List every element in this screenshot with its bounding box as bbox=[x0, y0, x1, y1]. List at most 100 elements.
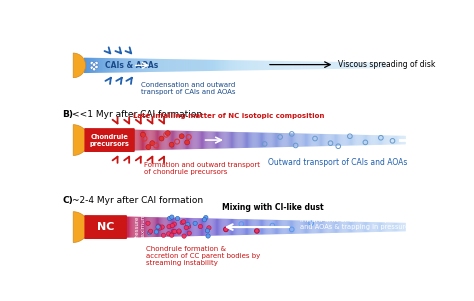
Polygon shape bbox=[176, 59, 177, 72]
Circle shape bbox=[182, 220, 186, 224]
Polygon shape bbox=[303, 61, 304, 70]
Polygon shape bbox=[207, 131, 209, 149]
Polygon shape bbox=[95, 129, 96, 151]
Polygon shape bbox=[336, 221, 337, 233]
Polygon shape bbox=[100, 129, 101, 151]
Text: C): C) bbox=[63, 196, 73, 205]
Polygon shape bbox=[332, 221, 333, 233]
Polygon shape bbox=[353, 222, 354, 232]
Polygon shape bbox=[203, 218, 204, 236]
Polygon shape bbox=[405, 223, 406, 231]
Polygon shape bbox=[265, 220, 266, 234]
Polygon shape bbox=[323, 134, 324, 146]
Polygon shape bbox=[271, 133, 272, 147]
Polygon shape bbox=[118, 216, 119, 238]
Polygon shape bbox=[358, 222, 360, 232]
Polygon shape bbox=[379, 135, 380, 145]
Polygon shape bbox=[350, 62, 351, 69]
Polygon shape bbox=[132, 58, 133, 72]
Polygon shape bbox=[143, 217, 144, 237]
Polygon shape bbox=[395, 223, 396, 231]
Polygon shape bbox=[123, 129, 124, 151]
Polygon shape bbox=[202, 60, 203, 71]
Polygon shape bbox=[194, 218, 196, 236]
Polygon shape bbox=[121, 58, 122, 73]
Polygon shape bbox=[274, 133, 275, 147]
Polygon shape bbox=[381, 222, 382, 232]
Polygon shape bbox=[171, 131, 172, 150]
Polygon shape bbox=[303, 221, 304, 234]
Polygon shape bbox=[87, 58, 88, 73]
Polygon shape bbox=[239, 219, 241, 235]
Polygon shape bbox=[202, 218, 203, 236]
Polygon shape bbox=[88, 216, 90, 238]
Polygon shape bbox=[257, 61, 258, 70]
Polygon shape bbox=[123, 216, 124, 238]
Polygon shape bbox=[373, 135, 374, 145]
Polygon shape bbox=[90, 58, 91, 73]
Polygon shape bbox=[261, 132, 262, 147]
Polygon shape bbox=[224, 60, 225, 71]
Polygon shape bbox=[144, 59, 145, 72]
Polygon shape bbox=[210, 132, 211, 149]
Polygon shape bbox=[262, 132, 263, 147]
Polygon shape bbox=[199, 131, 200, 149]
Polygon shape bbox=[193, 218, 194, 236]
Polygon shape bbox=[120, 129, 121, 151]
Polygon shape bbox=[272, 61, 273, 70]
Polygon shape bbox=[154, 59, 155, 72]
Polygon shape bbox=[272, 133, 273, 147]
Polygon shape bbox=[403, 136, 405, 144]
Polygon shape bbox=[242, 219, 243, 235]
Polygon shape bbox=[198, 218, 199, 236]
Polygon shape bbox=[384, 63, 385, 68]
FancyBboxPatch shape bbox=[84, 215, 127, 239]
Polygon shape bbox=[177, 59, 178, 72]
Polygon shape bbox=[378, 222, 379, 232]
Polygon shape bbox=[392, 135, 393, 144]
Polygon shape bbox=[334, 134, 335, 146]
Polygon shape bbox=[277, 220, 278, 234]
Polygon shape bbox=[391, 222, 392, 232]
Polygon shape bbox=[382, 222, 383, 232]
Polygon shape bbox=[287, 133, 288, 147]
Polygon shape bbox=[214, 132, 215, 149]
Polygon shape bbox=[284, 133, 286, 147]
Polygon shape bbox=[304, 61, 305, 70]
Polygon shape bbox=[336, 134, 337, 146]
Polygon shape bbox=[320, 221, 321, 233]
Polygon shape bbox=[249, 132, 250, 148]
Polygon shape bbox=[348, 222, 349, 233]
Circle shape bbox=[90, 66, 93, 70]
Polygon shape bbox=[135, 130, 136, 150]
Polygon shape bbox=[240, 60, 241, 70]
Polygon shape bbox=[354, 135, 356, 145]
Polygon shape bbox=[289, 133, 290, 147]
Polygon shape bbox=[275, 133, 276, 147]
Polygon shape bbox=[231, 219, 232, 235]
Polygon shape bbox=[311, 221, 312, 234]
Polygon shape bbox=[144, 217, 145, 237]
Polygon shape bbox=[394, 222, 395, 231]
Circle shape bbox=[167, 225, 171, 229]
Polygon shape bbox=[249, 61, 250, 70]
Polygon shape bbox=[103, 216, 104, 238]
Circle shape bbox=[92, 63, 96, 66]
Polygon shape bbox=[307, 221, 308, 234]
Polygon shape bbox=[157, 130, 158, 150]
Polygon shape bbox=[86, 58, 87, 73]
Circle shape bbox=[166, 232, 171, 236]
Polygon shape bbox=[367, 62, 368, 68]
Polygon shape bbox=[369, 62, 370, 68]
Polygon shape bbox=[91, 216, 92, 238]
Polygon shape bbox=[275, 220, 276, 234]
Polygon shape bbox=[159, 130, 160, 150]
Polygon shape bbox=[186, 131, 187, 149]
Polygon shape bbox=[238, 132, 239, 148]
Polygon shape bbox=[307, 134, 308, 147]
Circle shape bbox=[185, 140, 190, 145]
Polygon shape bbox=[148, 217, 149, 237]
Polygon shape bbox=[111, 129, 112, 151]
Polygon shape bbox=[200, 218, 201, 236]
Polygon shape bbox=[98, 58, 99, 73]
